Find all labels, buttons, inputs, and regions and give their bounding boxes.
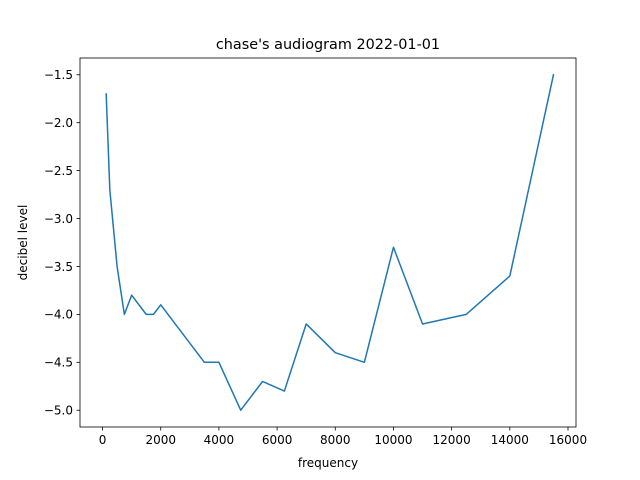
y-tick-label: −1.5	[44, 68, 73, 82]
y-tick-label: −5.0	[44, 404, 73, 418]
x-tick-label: 8000	[320, 433, 351, 447]
y-tick-label: −2.0	[44, 116, 73, 130]
series-line	[105, 73, 555, 411]
x-tick-label: 10000	[374, 433, 412, 447]
x-tick-label: 12000	[433, 433, 471, 447]
chart-title: chase's audiogram 2022-01-01	[216, 37, 440, 53]
y-tick-label: −4.5	[44, 356, 73, 370]
plot-frame	[79, 57, 577, 428]
x-axis-label: frequency	[298, 456, 358, 470]
x-tick-label: 0	[99, 433, 107, 447]
y-tick-label: −2.5	[44, 164, 73, 178]
x-tick-label: 4000	[204, 433, 235, 447]
y-axis-ticks: −5.0 −4.5 −4.0 −3.5 −3.0 −2.5 −2.0 −1.5	[44, 68, 80, 418]
x-tick-label: 2000	[145, 433, 176, 447]
x-tick-label: 14000	[491, 433, 529, 447]
x-axis-ticks: 0 2000 4000 6000 8000 10000 12000 14000 16000	[99, 427, 587, 447]
x-tick-label: 16000	[549, 433, 587, 447]
y-axis-label: decibel level	[16, 205, 30, 281]
y-tick-label: −3.0	[44, 212, 73, 226]
y-tick-label: −4.0	[44, 308, 73, 322]
y-tick-label: −3.5	[44, 260, 73, 274]
x-tick-label: 6000	[262, 433, 293, 447]
